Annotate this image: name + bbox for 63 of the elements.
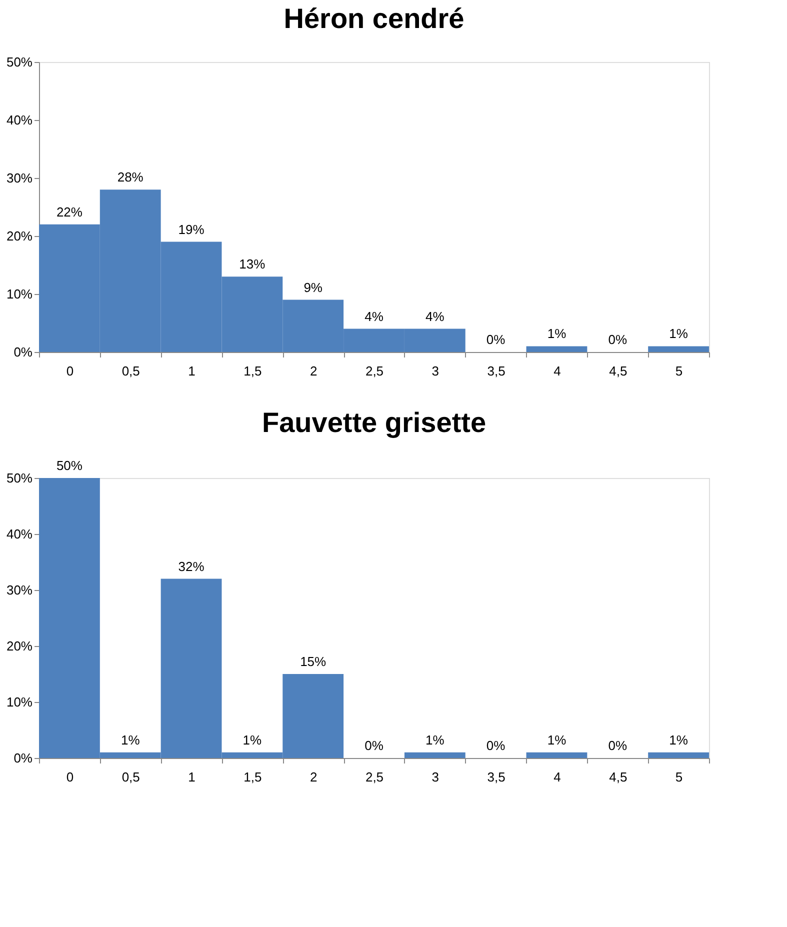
bar [526, 346, 588, 352]
chart-title: Fauvette grisette [262, 407, 486, 438]
y-tick-label: 0% [14, 344, 33, 360]
x-tick-label: 1,5 [244, 364, 262, 378]
x-tick-label: 1 [188, 364, 196, 378]
bar [648, 752, 709, 758]
x-tick-label: 4,5 [609, 364, 628, 378]
y-tick-label: 40% [6, 112, 33, 128]
text: 0% [486, 332, 506, 347]
y-tick-label: 50% [6, 54, 33, 70]
x-tick-label: 2,5 [365, 770, 384, 784]
text: 1% [547, 732, 566, 748]
text: 1% [669, 732, 688, 748]
y-tick-label: 0% [14, 750, 33, 766]
x-tick-label: 2 [310, 364, 318, 378]
text: 1% [547, 326, 566, 342]
x-tick-label: 5 [675, 770, 683, 784]
x-tick-label: 3 [432, 770, 440, 784]
text: 0% [364, 738, 384, 753]
bar [648, 346, 709, 352]
y-tick-label: 20% [6, 638, 33, 654]
text: 4% [426, 308, 444, 324]
text: 50% [56, 458, 82, 473]
x-tick-label: 3,5 [487, 770, 506, 784]
text: 0% [608, 332, 628, 347]
x-tick-label: 0 [66, 364, 74, 378]
text: 9% [304, 280, 322, 295]
x-tick-label: 0 [66, 770, 74, 784]
text: 1% [242, 732, 262, 748]
text: 4% [364, 308, 384, 324]
bar [404, 752, 466, 758]
y-tick-label: 40% [6, 526, 33, 542]
x-tick-label: 1 [188, 770, 196, 784]
text: 0% [486, 738, 506, 753]
x-tick-label: 3,5 [487, 364, 506, 378]
y-tick-label: 30% [6, 170, 33, 186]
text: 1% [669, 326, 688, 342]
text: 22% [56, 204, 82, 220]
x-tick-label: 2 [310, 770, 318, 784]
text: 19% [178, 222, 204, 237]
y-tick-label: 20% [6, 228, 33, 244]
y-tick-label: 30% [6, 582, 33, 598]
x-tick-label: 5 [675, 364, 683, 378]
x-tick-label: 1,5 [244, 770, 262, 784]
y-tick-label: 10% [6, 286, 33, 302]
text: 32% [178, 558, 204, 574]
text: 1% [426, 732, 444, 748]
text: 0% [608, 738, 628, 753]
x-tick-label: 0,5 [122, 364, 140, 378]
text: 28% [117, 170, 144, 185]
y-tick-label: 50% [6, 470, 33, 486]
text: 1% [120, 732, 140, 748]
x-tick-label: 4 [554, 364, 561, 378]
bar [526, 752, 588, 758]
x-tick-label: 0,5 [122, 770, 140, 784]
y-tick-label: 10% [6, 694, 33, 710]
x-tick-label: 2,5 [365, 364, 384, 378]
chart-title: Héron cendré [284, 3, 464, 34]
text: 15% [300, 654, 326, 669]
x-tick-label: 3 [432, 364, 440, 378]
text: 13% [239, 256, 266, 272]
x-tick-label: 4,5 [609, 770, 628, 784]
x-tick-label: 4 [554, 770, 561, 784]
